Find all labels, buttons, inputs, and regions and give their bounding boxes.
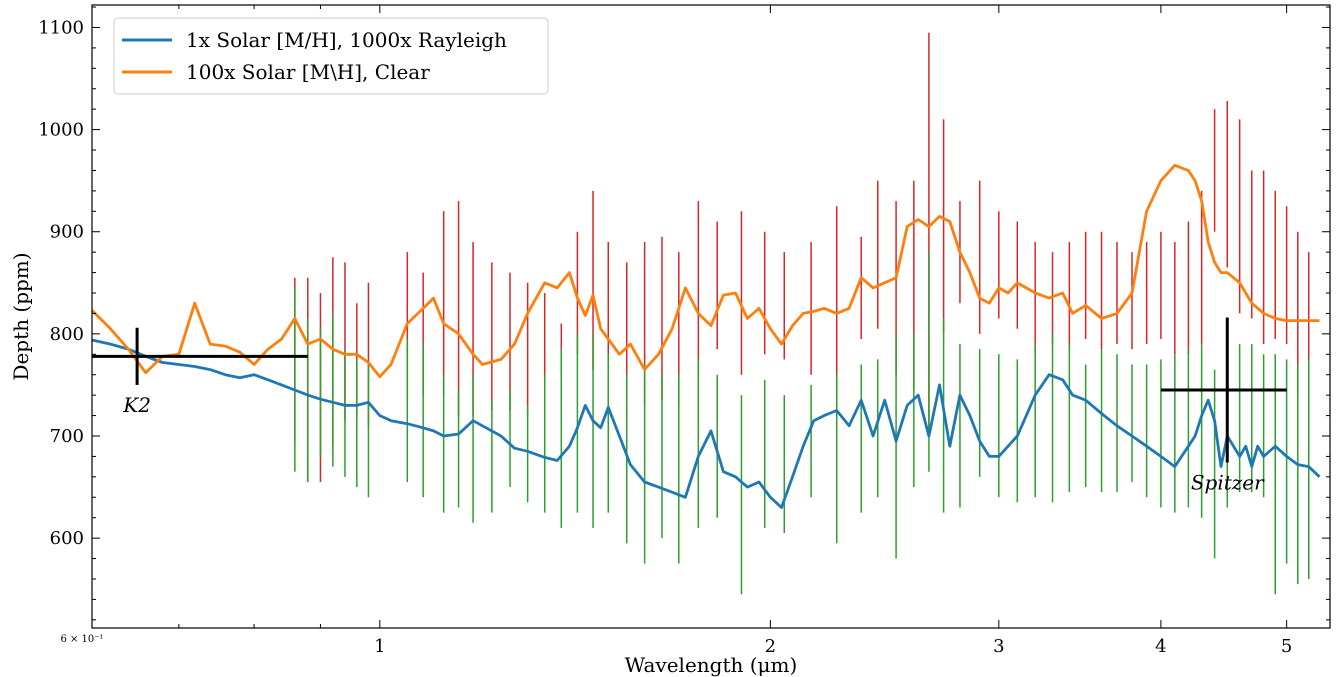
- x-axis-label: Wavelength (μm): [625, 653, 798, 677]
- legend: 1x Solar [M/H], 1000x Rayleigh 100x Sola…: [113, 17, 549, 95]
- y-axis-ticks: 600 700 800 900 1000 1100: [38, 6, 1330, 621]
- x-tick-label: 4: [1155, 636, 1166, 657]
- y-axis-label: Depth (ppm): [9, 252, 33, 380]
- model-lines-layer: [91, 163, 1321, 509]
- series-line-orange: [91, 163, 1320, 379]
- x-tick-label: 1: [374, 636, 385, 657]
- x-axis-ticks: 6 × 10⁻¹ 1 2 3 4 5: [60, 5, 1292, 657]
- error-bars-layer: [294, 32, 1310, 595]
- x-tick-label: 5: [1281, 636, 1292, 657]
- y-tick-label: 900: [50, 222, 84, 243]
- legend-label-blue: 1x Solar [M/H], 1000x Rayleigh: [186, 28, 507, 52]
- y-tick-label: 1100: [38, 17, 84, 38]
- spitzer-annotation: Spitzer: [1191, 471, 1265, 495]
- series-line-blue: [91, 338, 1321, 509]
- y-tick-label: 800: [50, 324, 84, 345]
- y-tick-label: 1000: [38, 120, 84, 141]
- x-tick-label: 3: [993, 636, 1004, 657]
- legend-label-orange: 100x Solar [M\H], Clear: [186, 60, 430, 84]
- legend-box: [113, 17, 549, 95]
- x-tick-label: 2: [765, 636, 776, 657]
- y-tick-label: 700: [50, 426, 84, 447]
- photometry-layer: K2 Spitzer: [92, 317, 1287, 495]
- x-tick-label: 6 × 10⁻¹: [60, 634, 103, 645]
- y-tick-label: 600: [50, 528, 84, 549]
- k2-annotation: K2: [122, 393, 151, 417]
- plot-frame: [91, 4, 1331, 629]
